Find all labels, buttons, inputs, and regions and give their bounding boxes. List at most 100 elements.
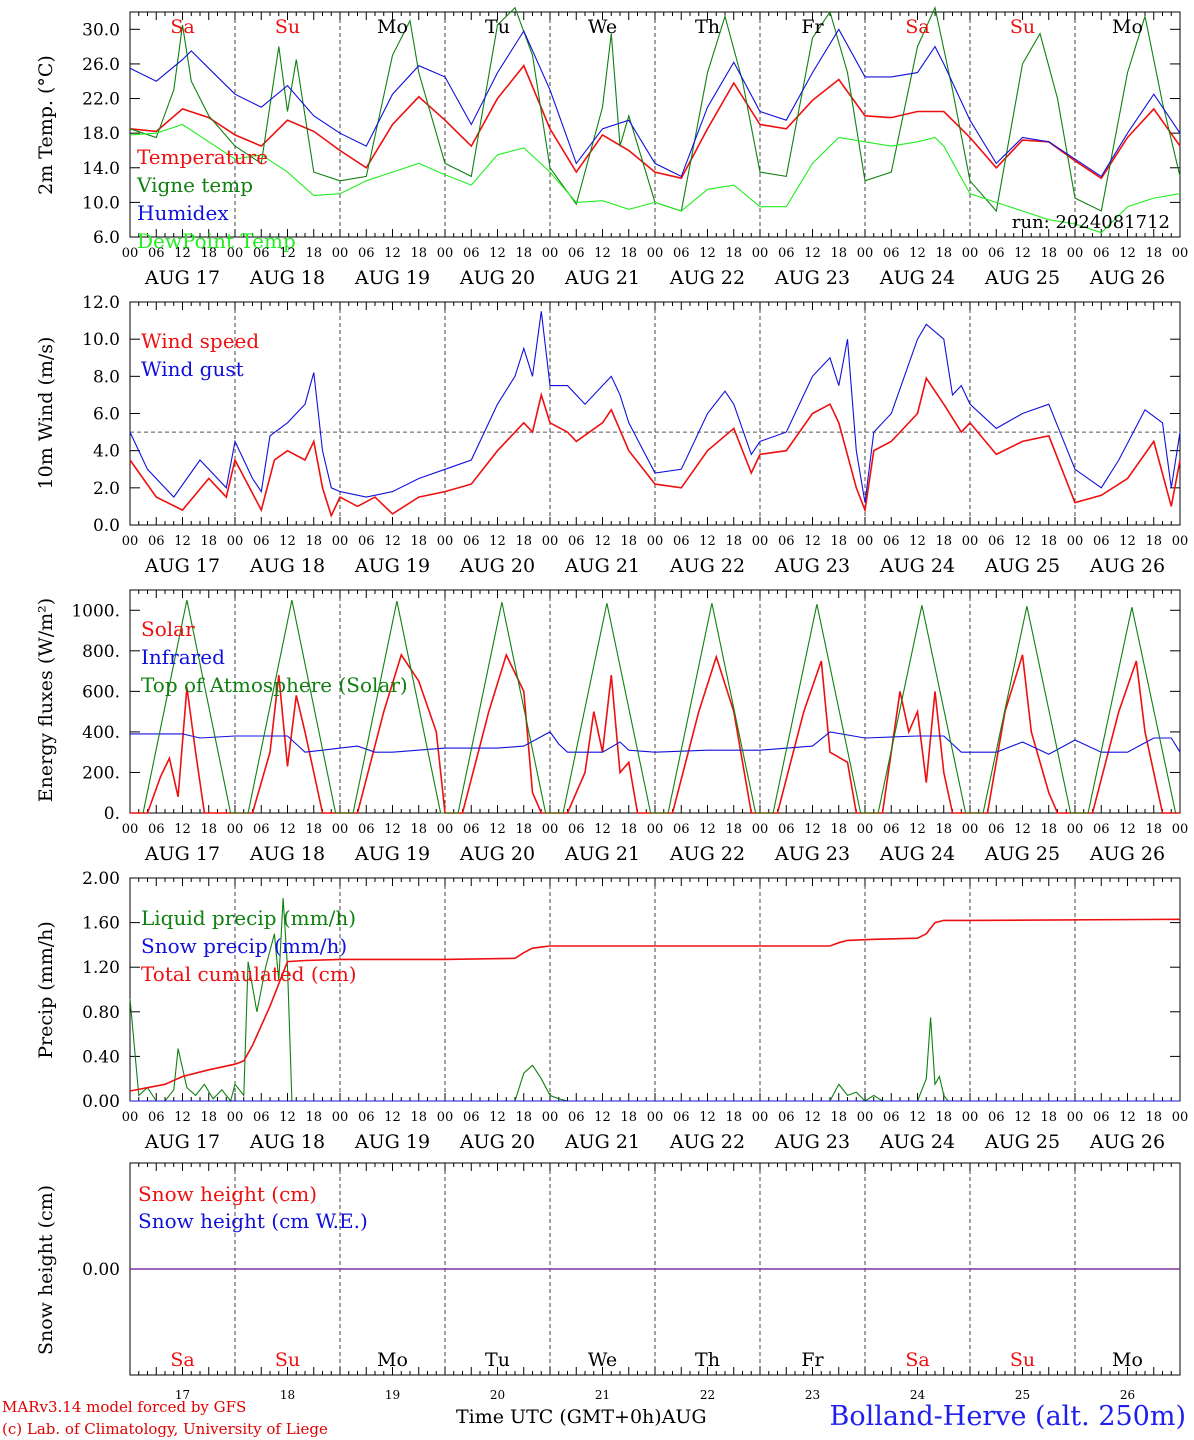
run-annotation: run: 2024081712 bbox=[1012, 212, 1170, 233]
day-name: Mo bbox=[377, 1349, 408, 1371]
x-hour-label: 06 bbox=[253, 1110, 270, 1125]
x-date-label: AUG 23 bbox=[774, 1131, 850, 1153]
x-hour-label: 00 bbox=[542, 1110, 559, 1125]
x-hour-label: 18 bbox=[725, 534, 742, 549]
y-tick-label: 400. bbox=[82, 723, 120, 743]
x-hour-label: 18 bbox=[200, 822, 217, 837]
x-date-label: AUG 25 bbox=[984, 267, 1060, 289]
x-hour-label: 18 bbox=[830, 1110, 847, 1125]
x-hour-label: 18 bbox=[620, 534, 637, 549]
y-tick-label: 6.0 bbox=[93, 228, 120, 248]
x-hour-label: 06 bbox=[883, 822, 900, 837]
x-hour-label: 00 bbox=[962, 1110, 979, 1125]
x-hour-label: 12 bbox=[489, 1110, 506, 1125]
x-hour-label: 12 bbox=[804, 246, 821, 261]
x-hour-label: 06 bbox=[1093, 1110, 1110, 1125]
x-hour-label: 18 bbox=[410, 822, 427, 837]
x-hour-label: 00 bbox=[542, 534, 559, 549]
y-axis-label: Energy fluxes (W/m²) bbox=[35, 598, 57, 802]
y-tick-label: 14.0 bbox=[82, 159, 120, 179]
x-date-label: AUG 19 bbox=[354, 267, 430, 289]
x-hour-label: 06 bbox=[988, 822, 1005, 837]
y-tick-label: 0.0 bbox=[93, 516, 120, 536]
series-line bbox=[130, 731, 1181, 755]
y-tick-label: 12.0 bbox=[82, 293, 120, 313]
y-tick-label: 1.60 bbox=[82, 914, 120, 934]
x-date-label: AUG 23 bbox=[774, 555, 850, 577]
y-tick-label: 10.0 bbox=[82, 330, 120, 350]
legend-entry: Infrared bbox=[141, 645, 225, 669]
x-hour-label: 00 bbox=[857, 246, 874, 261]
x-date-label: AUG 25 bbox=[984, 555, 1060, 577]
x-hour-label: 12 bbox=[1014, 534, 1031, 549]
x-hour-label: 18 bbox=[725, 246, 742, 261]
x-hour-label: 06 bbox=[778, 246, 795, 261]
x-date-label: AUG 26 bbox=[1089, 267, 1165, 289]
x-hour-label: 00 bbox=[227, 1110, 244, 1125]
x-date-label: AUG 17 bbox=[144, 555, 220, 577]
x-date-label: AUG 21 bbox=[564, 267, 640, 289]
x-hour-label: 18 bbox=[305, 246, 322, 261]
x-date-label: AUG 24 bbox=[879, 555, 955, 577]
x-hour-label: 06 bbox=[883, 246, 900, 261]
x-hour-label: 06 bbox=[148, 534, 165, 549]
x-hour-label: 00 bbox=[962, 822, 979, 837]
x-date-label: AUG 26 bbox=[1089, 843, 1165, 865]
y-tick-label: 22.0 bbox=[82, 90, 120, 110]
x-hour-label: 06 bbox=[358, 1110, 375, 1125]
y-tick-label: 0. bbox=[104, 804, 120, 824]
x-hour-label: 06 bbox=[883, 534, 900, 549]
day-number: 19 bbox=[385, 1388, 400, 1402]
x-date-label: AUG 19 bbox=[354, 555, 430, 577]
x-hour-label: 18 bbox=[1040, 534, 1057, 549]
model-credit: MARv3.14 model forced by GFS bbox=[2, 1398, 247, 1416]
x-axis-title: Time UTC (GMT+0h)AUG bbox=[456, 1406, 707, 1428]
x-hour-label: 06 bbox=[148, 822, 165, 837]
x-hour-label: 06 bbox=[253, 822, 270, 837]
legend-entry: Total cumulated (cm) bbox=[141, 962, 357, 986]
x-hour-label: 18 bbox=[305, 534, 322, 549]
y-tick-label: 1000. bbox=[71, 601, 120, 621]
x-date-label: AUG 22 bbox=[669, 555, 745, 577]
y-tick-label: 4.0 bbox=[93, 442, 120, 462]
x-hour-label: 00 bbox=[1172, 822, 1189, 837]
x-date-label: AUG 25 bbox=[984, 843, 1060, 865]
x-hour-label: 06 bbox=[778, 822, 795, 837]
x-hour-label: 12 bbox=[594, 534, 611, 549]
legend-entry: Snow height (cm W.E.) bbox=[138, 1209, 368, 1233]
x-hour-label: 12 bbox=[1014, 246, 1031, 261]
day-number: 20 bbox=[490, 1388, 505, 1402]
x-date-label: AUG 25 bbox=[984, 1131, 1060, 1153]
day-number: 18 bbox=[280, 1388, 295, 1402]
legend-entry: Humidex bbox=[137, 201, 229, 225]
x-axis-month: AUG bbox=[661, 1406, 707, 1428]
day-name: Mo bbox=[377, 16, 408, 38]
x-hour-label: 00 bbox=[122, 534, 139, 549]
legend-entry: Top of Atmosphere (Solar) bbox=[141, 673, 408, 697]
x-hour-label: 00 bbox=[332, 822, 349, 837]
series-line bbox=[129, 28, 1181, 178]
day-name: Sa bbox=[905, 1349, 929, 1371]
y-tick-label: 0.40 bbox=[82, 1047, 120, 1067]
day-number: 24 bbox=[910, 1388, 926, 1402]
x-hour-label: 12 bbox=[384, 822, 401, 837]
day-name: Su bbox=[275, 16, 300, 38]
x-hour-label: 12 bbox=[699, 822, 716, 837]
day-name: Su bbox=[275, 1349, 300, 1371]
x-hour-label: 12 bbox=[594, 1110, 611, 1125]
y-axis-label: 10m Wind (m/s) bbox=[35, 337, 57, 490]
x-date-label: AUG 22 bbox=[669, 267, 745, 289]
legend-entry: Liquid precip (mm/h) bbox=[141, 906, 356, 930]
x-hour-label: 12 bbox=[594, 822, 611, 837]
x-date-label: AUG 22 bbox=[669, 843, 745, 865]
x-hour-label: 00 bbox=[857, 822, 874, 837]
x-hour-label: 12 bbox=[489, 822, 506, 837]
x-date-label: AUG 20 bbox=[459, 267, 535, 289]
day-name: Sa bbox=[170, 16, 194, 38]
x-hour-label: 06 bbox=[778, 1110, 795, 1125]
x-date-label: AUG 24 bbox=[879, 843, 955, 865]
x-hour-label: 12 bbox=[489, 246, 506, 261]
x-hour-label: 06 bbox=[568, 822, 585, 837]
x-hour-label: 00 bbox=[647, 534, 664, 549]
